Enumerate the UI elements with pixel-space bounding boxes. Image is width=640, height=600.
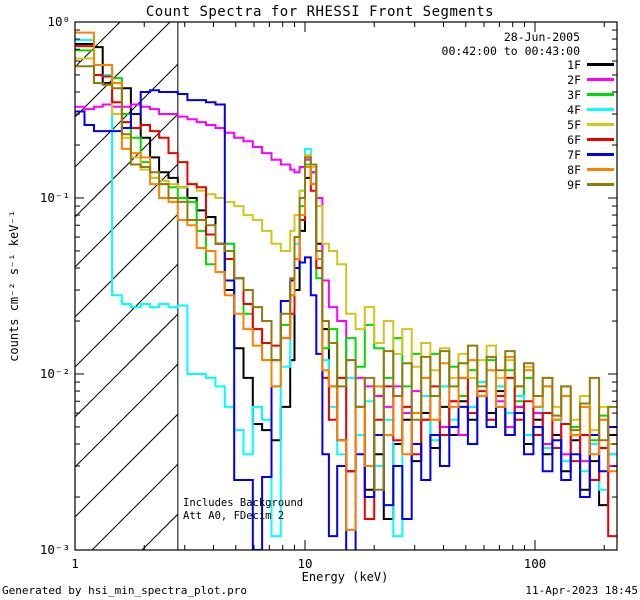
legend-item: 8F <box>567 162 614 177</box>
annotation-attenuator-state: Att A0, FDecim 2 <box>183 510 285 522</box>
legend-swatch <box>587 93 614 96</box>
legend-item: 4F <box>567 102 614 117</box>
series-4F <box>75 39 617 550</box>
observation-time-range: 00:42:00 to 00:43:00 <box>441 44 580 58</box>
inplot-annotations: Includes Background Att A0, FDecim 2 <box>183 497 303 523</box>
series-6F <box>75 45 617 538</box>
legend-item-label: 6F <box>567 132 581 147</box>
y-tick-label: 10⁻¹ <box>40 190 70 205</box>
legend-item: 5F <box>567 117 614 132</box>
legend-item-label: 9F <box>567 177 581 192</box>
series-1F <box>75 43 617 538</box>
series-3F <box>75 49 617 473</box>
page-title: Count Spectra for RHESSI Front Segments <box>145 4 495 20</box>
spectra-series-group <box>75 31 617 550</box>
y-tick-label: 10⁰ <box>47 14 70 29</box>
x-axis-label: Energy (keV) <box>301 570 389 584</box>
series-5F <box>75 57 617 456</box>
legend-item-label: 4F <box>567 102 581 117</box>
legend-swatch <box>587 123 614 126</box>
observation-time-block: 28-Jun-2005 00:42:00 to 00:43:00 <box>442 30 580 58</box>
legend-item: 3F <box>567 87 614 102</box>
legend-item-label: 1F <box>567 57 581 72</box>
legend-swatch <box>587 153 614 156</box>
y-axis-label: counts cm⁻² s⁻¹ keV⁻¹ <box>7 210 21 362</box>
legend-item: 7F <box>567 147 614 162</box>
legend-item-label: 3F <box>567 87 581 102</box>
hatched-attenuation-region <box>75 22 178 550</box>
series-7F <box>75 89 617 550</box>
legend-item: 2F <box>567 72 614 87</box>
legend-swatch <box>587 63 614 66</box>
legend-swatch <box>587 168 614 171</box>
annotation-includes-background: Includes Background <box>183 497 304 509</box>
legend-swatch <box>587 78 614 81</box>
x-tick-label: 1 <box>71 556 79 571</box>
legend-item-label: 2F <box>567 72 581 87</box>
observation-date: 28-Jun-2005 <box>503 30 580 44</box>
legend-item: 9F <box>567 177 614 192</box>
series-9F <box>75 65 617 491</box>
axis-tick-labels: 1 10 100 10⁰ 10⁻¹ 10⁻² 10⁻³ <box>40 14 546 571</box>
footer-generated-by: Generated by hsi_min_spectra_plot.pro <box>2 584 248 597</box>
legend-swatch <box>587 138 614 141</box>
x-tick-label: 10 <box>297 556 312 571</box>
legend-swatch <box>587 183 614 186</box>
y-tick-label: 10⁻² <box>40 366 70 381</box>
legend-swatch <box>587 108 614 111</box>
x-tick-label: 100 <box>524 556 547 571</box>
series-8F <box>75 31 617 531</box>
legend-item-label: 7F <box>567 147 581 162</box>
axis-ticks <box>74 21 617 551</box>
legend-item: 6F <box>567 132 614 147</box>
y-tick-label: 10⁻³ <box>40 542 70 557</box>
legend-item-label: 5F <box>567 117 581 132</box>
footer-timestamp: 11-Apr-2023 18:45 <box>525 584 638 597</box>
legend-item-label: 8F <box>567 162 581 177</box>
plot-frame <box>74 21 618 551</box>
legend-item: 1F <box>567 57 614 72</box>
legend: 1F 2F 3F 4F 5F 6F 7F 8F 9F <box>567 57 614 192</box>
series-2F <box>75 103 617 498</box>
